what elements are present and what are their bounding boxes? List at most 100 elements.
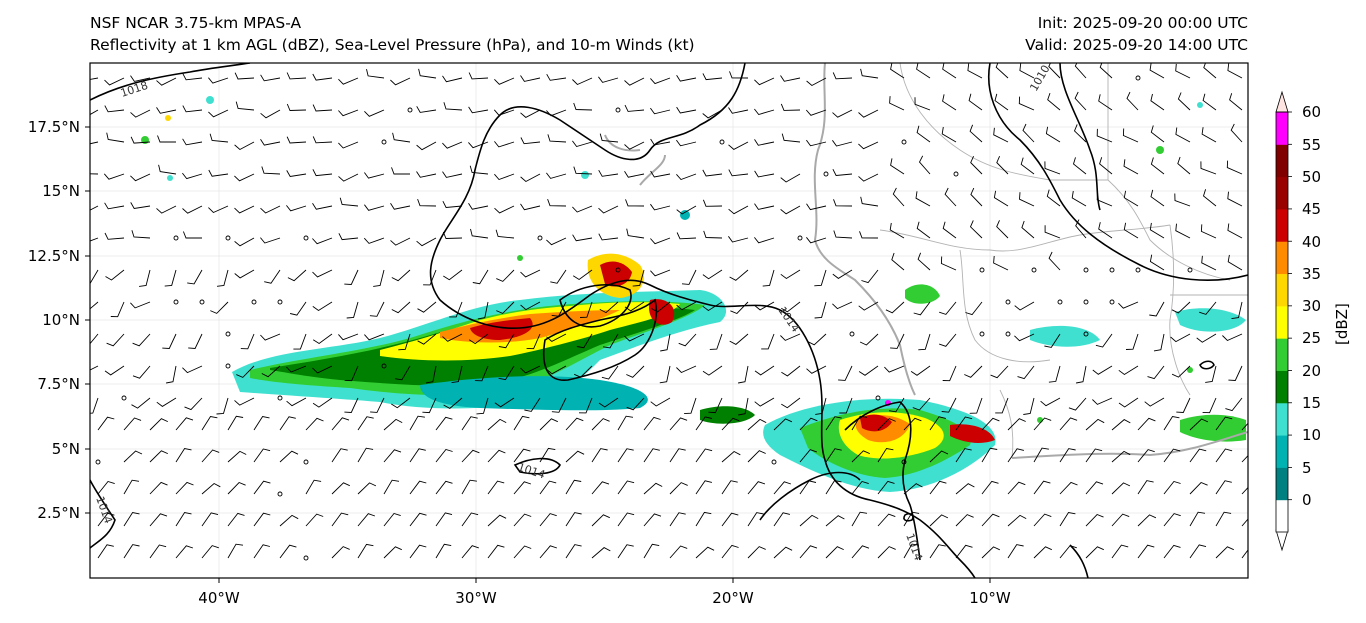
wind-barb — [807, 333, 827, 346]
wind-barb — [182, 231, 202, 239]
wind-barb — [903, 483, 923, 495]
wind-barb — [253, 544, 271, 559]
wind-barb — [624, 141, 645, 150]
wind-barb — [103, 173, 125, 180]
wind-barb — [208, 109, 229, 118]
wind-barb — [1163, 480, 1181, 495]
wind-barb — [1196, 333, 1217, 343]
wind-barb — [357, 543, 374, 559]
wind-barb — [591, 481, 610, 495]
wind-barb — [1092, 365, 1113, 375]
wind-barb — [234, 141, 255, 151]
wind-barb — [1046, 189, 1061, 207]
wind-barb — [747, 450, 766, 463]
calm-wind-marker — [173, 235, 179, 241]
wind-barb — [917, 252, 931, 271]
wind-barb — [832, 301, 853, 310]
wind-barb — [338, 77, 359, 85]
wind-barb — [90, 77, 99, 80]
wind-barb — [728, 141, 749, 150]
wind-barb — [598, 233, 619, 241]
wind-barb — [234, 269, 255, 279]
wind-barb — [1021, 220, 1035, 239]
wind-barb — [815, 397, 827, 415]
wind-barb — [312, 73, 333, 81]
wind-barb — [877, 448, 894, 463]
wind-barb — [1096, 128, 1113, 143]
wind-barb — [338, 333, 359, 341]
wind-barb — [1150, 157, 1165, 175]
wind-barb — [825, 479, 842, 495]
wind-barb — [651, 301, 671, 313]
wind-barb — [293, 333, 307, 350]
wind-barb — [1144, 397, 1165, 407]
wind-barb — [90, 269, 99, 285]
wind-barb — [942, 221, 957, 239]
wind-barb — [1111, 482, 1131, 495]
wind-barb — [156, 107, 177, 114]
wind-barb — [357, 416, 374, 431]
colorbar-segment — [1276, 305, 1288, 339]
wind-barb — [1085, 513, 1104, 527]
wind-barb — [832, 140, 853, 147]
wind-barb — [955, 514, 974, 527]
wind-barb — [1137, 544, 1155, 559]
wind-barb — [90, 173, 99, 175]
wind-barb — [805, 109, 827, 116]
wind-barb — [409, 512, 427, 527]
wind-barb — [476, 397, 489, 415]
wind-barb — [331, 512, 349, 527]
wind-barb — [227, 481, 246, 495]
wind-barb — [1149, 254, 1165, 271]
wind-barb — [1118, 397, 1139, 408]
wind-barb — [624, 301, 645, 312]
wind-barb — [286, 365, 307, 373]
wind-barb — [626, 365, 645, 378]
wind-barb — [539, 480, 557, 495]
wind-barb — [156, 397, 177, 407]
isobars — [90, 63, 1248, 578]
wind-barb — [235, 101, 255, 111]
wind-barb — [123, 479, 140, 495]
wind-barb — [624, 171, 645, 178]
colorbar-tick-label: 10 — [1302, 426, 1322, 444]
wind-barb — [825, 515, 845, 527]
calm-wind-marker — [979, 267, 985, 273]
wind-barb — [234, 72, 255, 80]
wind-barb — [684, 397, 697, 415]
wind-barb — [383, 449, 402, 463]
wind-barb — [1122, 128, 1139, 143]
colorbar-tick-label: 50 — [1302, 168, 1322, 186]
wind-barb — [442, 171, 463, 178]
colorbar-unit-label: [dBZ] — [1333, 303, 1351, 345]
wind-barbs — [90, 63, 1248, 561]
wind-barb — [929, 514, 949, 527]
wind-barb — [1044, 333, 1061, 348]
wind-barb — [279, 544, 297, 559]
wind-barb — [392, 132, 411, 143]
wind-barb — [1111, 450, 1131, 463]
wind-barb — [851, 511, 868, 527]
calm-wind-marker — [225, 331, 231, 337]
calm-wind-marker — [407, 107, 413, 113]
wind-barb — [442, 141, 463, 149]
wind-barb — [1059, 481, 1078, 495]
wind-barb — [993, 255, 1009, 271]
wind-barb — [918, 333, 931, 351]
wind-barb — [357, 482, 377, 495]
wind-barb — [1228, 365, 1243, 381]
wind-barb — [105, 269, 125, 281]
calm-wind-marker — [277, 395, 283, 401]
colorbar — [1275, 90, 1292, 552]
wind-barb — [331, 482, 350, 495]
wind-barb — [721, 450, 741, 463]
wind-barb — [1007, 514, 1027, 527]
wind-barb — [312, 169, 333, 177]
lat-label: 5°N — [51, 440, 80, 458]
wind-barb — [1241, 549, 1248, 559]
wind-barb — [461, 479, 477, 495]
wind-barb — [494, 141, 515, 148]
wind-barb — [624, 77, 645, 86]
wind-barb — [729, 333, 749, 345]
wind-barb — [1241, 486, 1248, 495]
